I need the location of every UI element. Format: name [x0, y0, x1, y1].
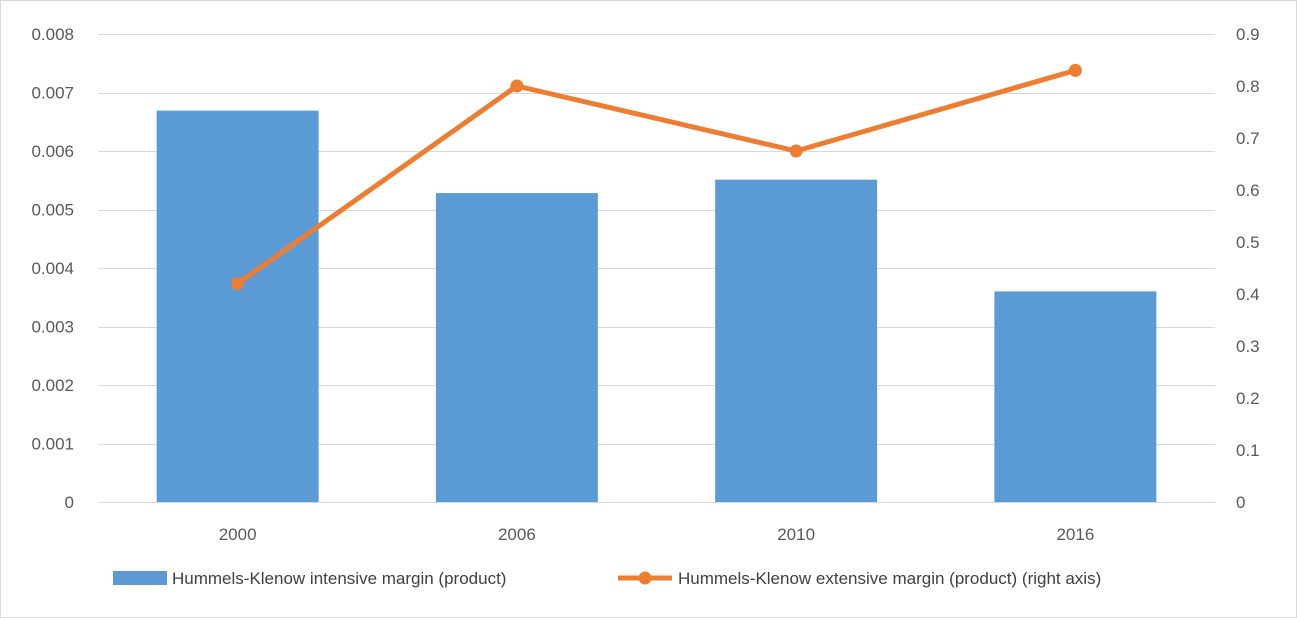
y-right-tick-label: 0.3: [1236, 337, 1260, 356]
legend-swatch-bar: [113, 571, 167, 585]
y-left-tick-label: 0.001: [31, 435, 74, 454]
line-series: [231, 63, 1082, 291]
legend-swatch-marker: [638, 571, 652, 585]
y-right-tick-label: 0.2: [1236, 389, 1260, 408]
line-marker: [1068, 63, 1082, 77]
y-left-tick-label: 0.004: [31, 259, 74, 278]
x-tick-label: 2006: [498, 525, 536, 544]
y-left-tick-label: 0: [65, 493, 74, 512]
y-right-tick-label: 0: [1236, 493, 1245, 512]
bar: [715, 179, 878, 503]
y-left-tick-label: 0.002: [31, 376, 74, 395]
bar-series: [156, 110, 1157, 503]
axes: 0 0.001 0.002 0.003 0.004 0.005 0.006 0.007 0.00…: [31, 25, 1259, 544]
y-right-tick-label: 0.1: [1236, 441, 1260, 460]
y-left-tick-label: 0.006: [31, 142, 74, 161]
y-right-tick-label: 0.4: [1236, 285, 1260, 304]
line-marker: [789, 144, 803, 158]
y-left-tick-label: 0.008: [31, 25, 74, 44]
legend: Hummels-Klenow intensive margin (product…: [113, 569, 1101, 588]
bar: [994, 291, 1157, 502]
y-right-tick-label: 0.6: [1236, 181, 1260, 200]
bar: [156, 110, 319, 502]
y-right-tick-label: 0.5: [1236, 233, 1260, 252]
y-right-tick-label: 0.7: [1236, 129, 1260, 148]
line-marker: [510, 79, 524, 93]
line-marker: [231, 277, 245, 291]
y-right-tick-label: 0.9: [1236, 25, 1260, 44]
x-tick-label: 2000: [219, 525, 257, 544]
series-line: [235, 67, 1078, 287]
y-left-tick-label: 0.003: [31, 318, 74, 337]
y-left-tick-label: 0.005: [31, 201, 74, 220]
legend-label-bar: Hummels-Klenow intensive margin (product…: [172, 569, 506, 588]
y-left-tick-label: 0.007: [31, 84, 74, 103]
y-right-tick-label: 0.8: [1236, 77, 1260, 96]
x-tick-label: 2016: [1056, 525, 1094, 544]
bar: [435, 193, 598, 502]
x-tick-label: 2010: [777, 525, 815, 544]
legend-label-line: Hummels-Klenow extensive margin (product…: [678, 569, 1101, 588]
